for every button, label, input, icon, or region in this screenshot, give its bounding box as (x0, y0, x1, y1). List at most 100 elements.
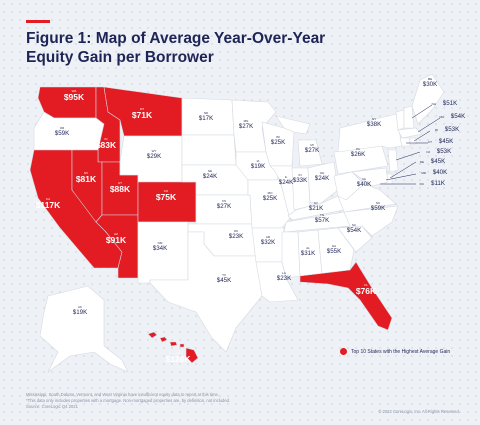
state-value-KY: $21K (309, 205, 324, 212)
state-WV (333, 171, 365, 201)
state-value-NC: $59K (371, 205, 386, 212)
state-value-NV: $81K (76, 174, 97, 184)
state-abbr-TN: TN (320, 213, 324, 217)
state-value-AK: $19K (73, 309, 88, 316)
state-abbr-NE: NE (208, 169, 212, 173)
state-GA (317, 227, 355, 275)
state-abbr-IN: IN (299, 173, 302, 177)
callout-value-MA: $54K (451, 113, 466, 120)
footnotes: Mississippi, South Dakota, Vermont, and … (26, 392, 326, 410)
legend-swatch (340, 348, 347, 355)
state-value-LA: $23K (277, 275, 292, 282)
state-abbr-AZ: AZ (114, 232, 118, 236)
state-value-ID: $83K (96, 140, 117, 150)
state-MS (281, 231, 301, 279)
callout-abbr-MA: MA (440, 115, 445, 119)
state-value-IA: $19K (251, 163, 266, 170)
state-abbr-CO: CO (164, 189, 169, 193)
page-title: Figure 1: Map of Average Year-Over-Year … (26, 29, 356, 67)
state-CO (137, 181, 197, 223)
state-value-GA: $55K (327, 248, 342, 255)
state-ME (411, 73, 445, 125)
state-abbr-MT: MT (140, 107, 144, 111)
title-accent-bar (26, 20, 50, 23)
state-abbr-VA: VA (362, 177, 366, 181)
state-abbr-TX: TX (222, 273, 226, 277)
state-abbr-IA: IA (257, 159, 260, 163)
callout-value-DE: $45K (431, 158, 446, 165)
state-value-PA: $26K (351, 151, 366, 158)
state-NC (337, 205, 399, 237)
state-abbr-KY: KY (314, 201, 318, 205)
callout-abbr-MD: MD (421, 171, 426, 175)
state-NH (403, 105, 415, 129)
callout-value-CT: $45K (439, 138, 454, 145)
title-line-2: Equity Gain per Borrower (26, 49, 214, 66)
state-NJ (387, 149, 399, 173)
state-MN (231, 99, 277, 153)
callout-value-RI: $53K (445, 126, 460, 133)
state-value-TX: $45K (217, 277, 232, 284)
callout-value-MD: $40K (433, 169, 448, 176)
callout-value-NJ: $53K (437, 148, 452, 155)
state-abbr-WA: WA (72, 89, 77, 93)
state-abbr-WY: WY (152, 149, 157, 153)
state-TX (149, 231, 263, 353)
state-value-MN: $27K (239, 123, 254, 130)
state-value-HI: $128K (165, 354, 191, 364)
state-abbr-ID: ID (105, 137, 109, 141)
state-CT (399, 137, 411, 147)
callout-abbr-DC: DC (420, 182, 425, 186)
footnote-2: *This data only includes properties with… (26, 398, 231, 403)
state-value-IL: $24K (279, 179, 294, 186)
state-KY (287, 195, 345, 221)
state-abbr-HI: HI (177, 351, 180, 355)
state-abbr-WI: WI (276, 135, 280, 139)
state-value-AL: $31K (301, 250, 316, 257)
state-abbr-KS: KS (222, 199, 226, 203)
copyright: © 2022 CoreLogic, Inc. All Rights Reserv… (378, 409, 460, 414)
state-NM (137, 221, 189, 284)
state-value-WY: $29K (147, 153, 162, 160)
state-FL (299, 261, 393, 331)
callout-abbr-RI: RI (435, 128, 438, 132)
state-value-TN: $57K (315, 217, 330, 224)
state-value-OK: $23K (229, 233, 244, 240)
state-value-NM: $34K (153, 245, 168, 252)
state-value-UT: $88K (110, 184, 131, 194)
state-value-IN: $33K (293, 177, 308, 184)
callout-value-NH: $51K (443, 100, 458, 107)
state-RI (409, 137, 417, 145)
state-abbr-IL: IL (285, 175, 288, 179)
state-abbr-OH: OH (320, 171, 325, 175)
state-MI (275, 115, 323, 167)
state-value-WI: $25K (271, 139, 286, 146)
footnote-3: Source: CoreLogic Q4 2021 (26, 404, 78, 409)
state-value-MT: $71K (132, 110, 153, 120)
state-abbr-PA: PA (356, 147, 360, 151)
state-value-KS: $27K (217, 203, 232, 210)
callout-abbr-NJ: NJ (426, 150, 430, 154)
state-value-ME: $30K (423, 81, 438, 88)
state-abbr-CA: CA (46, 197, 50, 201)
state-abbr-UT: UT (118, 181, 122, 185)
state-MA (397, 127, 423, 139)
state-abbr-ME: ME (428, 77, 433, 81)
state-abbr-LA: LA (282, 271, 286, 275)
legend-label: Top 10 States with the Highest Average G… (351, 348, 451, 355)
callout-lines (380, 104, 441, 185)
state-AZ (95, 214, 139, 279)
state-value-MO: $25K (263, 195, 278, 202)
state-abbr-AR: AR (266, 235, 271, 239)
state-abbr-MN: MN (244, 119, 249, 123)
footnote-1: Mississippi, South Dakota, Vermont, and … (26, 392, 219, 397)
state-abbr-AL: AL (306, 246, 310, 250)
state-value-AZ: $91K (106, 235, 127, 245)
state-MD (351, 167, 389, 187)
state-abbr-MI: MI (310, 143, 313, 147)
callout-abbr-CT: CT (428, 140, 432, 144)
title-line-1: Figure 1: Map of Average Year-Over-Year (26, 30, 326, 47)
map-legend: Top 10 States with the Highest Average G… (340, 348, 450, 355)
